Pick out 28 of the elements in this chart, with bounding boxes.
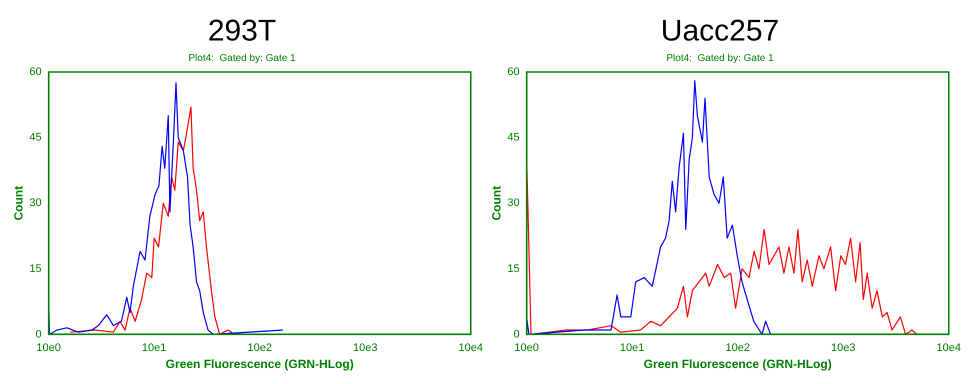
x-axis-title: Green Fluorescence (GRN-HLog) xyxy=(166,357,354,372)
chart-title: Uacc257 xyxy=(660,14,780,48)
x-axis-title: Green Fluorescence (GRN-HLog) xyxy=(644,357,832,372)
x-tick-label: 10e1 xyxy=(620,342,644,354)
y-tick-label: 15 xyxy=(29,262,42,275)
x-tick-label: 10e0 xyxy=(514,342,539,354)
x-tick-label: 10e0 xyxy=(36,342,61,354)
y-axis-title: Count xyxy=(490,186,504,221)
y-tick-label: 15 xyxy=(507,262,520,275)
x-tick-label: 10e3 xyxy=(830,342,856,354)
x-tick-label: 10e3 xyxy=(352,342,378,354)
y-axis-title: Count xyxy=(12,186,26,221)
y-tick-label: 30 xyxy=(29,197,42,210)
x-tick-label: 10e2 xyxy=(725,342,750,354)
chart-subtitle: Plot4: Gated by: Gate 1 xyxy=(188,52,296,64)
y-tick-label: 60 xyxy=(507,66,520,78)
chart-title: 293T xyxy=(208,14,276,48)
x-tick-label: 10e2 xyxy=(247,342,272,354)
y-tick-label: 0 xyxy=(514,328,520,340)
chart-subtitle: Plot4: Gated by: Gate 1 xyxy=(666,52,774,64)
x-tick-label: 10e1 xyxy=(142,342,166,354)
y-tick-label: 45 xyxy=(507,132,520,144)
x-tick-label: 10e4 xyxy=(458,342,484,354)
y-tick-label: 0 xyxy=(36,328,42,340)
x-tick-label: 10e4 xyxy=(936,342,962,354)
y-tick-label: 45 xyxy=(29,132,42,144)
y-tick-label: 30 xyxy=(507,197,520,210)
y-tick-label: 60 xyxy=(29,66,42,78)
